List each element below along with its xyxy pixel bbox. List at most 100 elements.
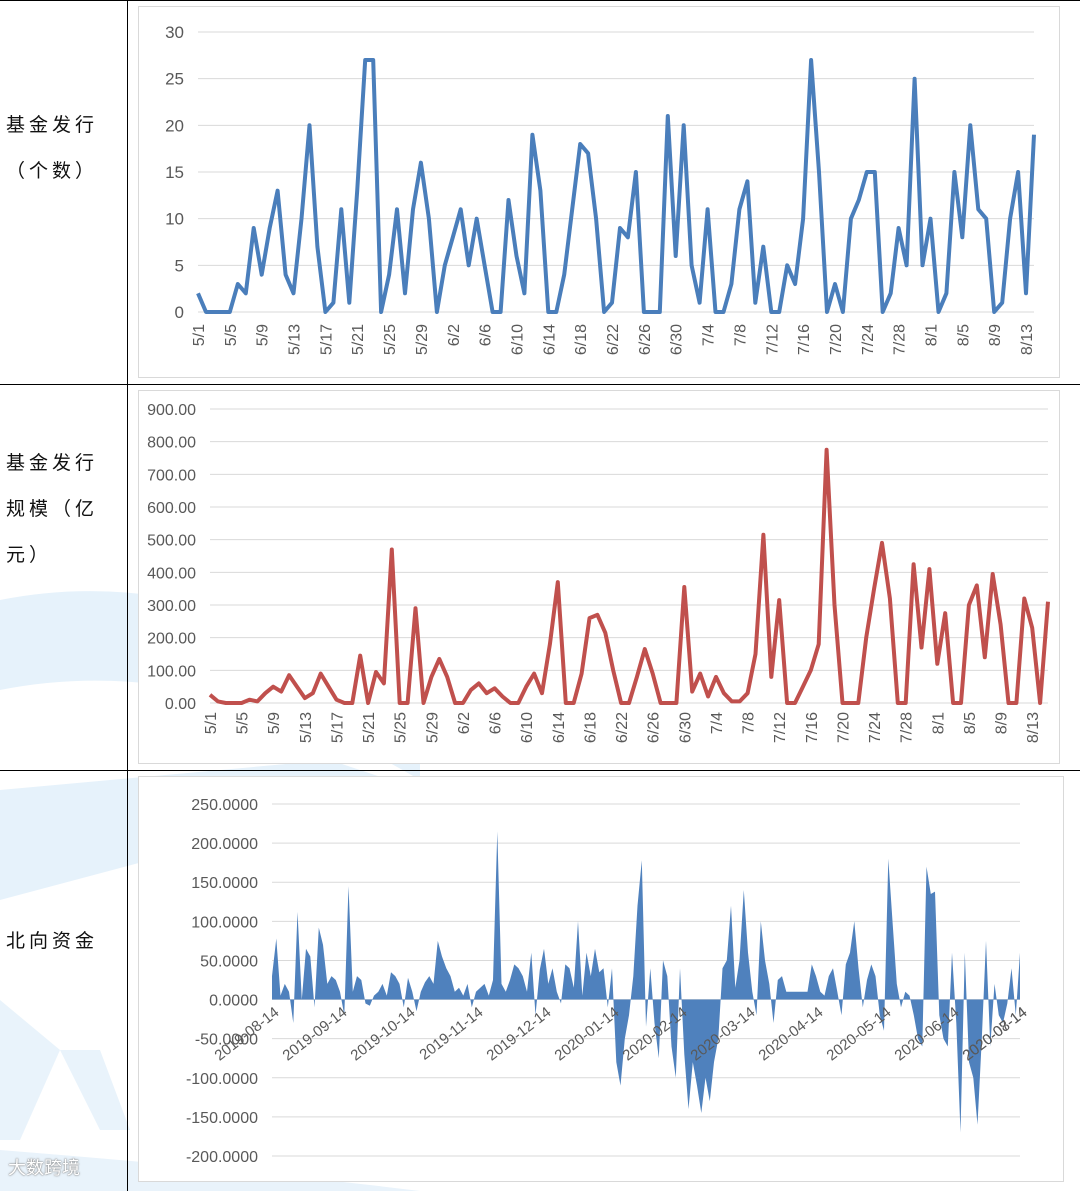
x-tick-label: 5/25: [382, 324, 399, 355]
x-tick-label: 7/24: [867, 712, 884, 743]
series-area: [272, 831, 1020, 1133]
x-tick-label: 5/17: [329, 712, 346, 743]
row-label-fund-scale: 基金发行 规模（亿 元）: [6, 440, 122, 578]
x-tick-label: 5/9: [266, 712, 283, 734]
table-row-divider-1: [0, 384, 1080, 385]
x-tick-label: 8/9: [994, 712, 1011, 734]
y-tick-label: 30: [165, 23, 184, 42]
x-tick-label: 5/5: [235, 712, 252, 734]
x-tick-label: 7/28: [899, 712, 916, 743]
watermark-shape-v: [60, 1050, 130, 1130]
x-tick-label: 8/1: [923, 324, 940, 346]
y-tick-label: 600.00: [147, 500, 196, 517]
y-tick-label: 100.00: [147, 663, 196, 680]
row-label-line: 规模（亿: [6, 498, 99, 520]
y-tick-label: 5: [175, 256, 184, 275]
x-tick-label: 8/5: [962, 712, 979, 734]
x-tick-label: 7/28: [892, 324, 909, 355]
x-tick-label: 5/13: [298, 712, 315, 743]
table-row-divider-2: [0, 770, 1080, 771]
x-tick-label: 6/10: [519, 712, 536, 743]
x-tick-label: 6/22: [614, 712, 631, 743]
x-tick-label: 5/29: [424, 712, 441, 743]
x-tick-label: 5/17: [318, 324, 335, 355]
chart-frame: [138, 390, 1060, 764]
table-border-top: [0, 0, 1080, 1]
x-tick-label: 7/24: [860, 324, 877, 355]
y-tick-label: 0: [175, 303, 184, 322]
x-tick-label: 5/1: [191, 324, 208, 346]
x-tick-label: 8/1: [930, 712, 947, 734]
y-tick-label: 300.00: [147, 598, 196, 615]
watermark-shape-a: [0, 1000, 60, 1140]
series-line: [196, 58, 1036, 314]
x-tick-label: 8/13: [1019, 324, 1036, 355]
x-tick-label: 7/4: [701, 324, 718, 346]
row-label-fund-count: 基金发行 （个数）: [6, 102, 122, 194]
x-tick-label: 6/30: [677, 712, 694, 743]
fund-count-chart: 0 5 10 15 20 25 30 5/1 5/5 5/9 5/13 5/17 5/21 5/25 5/2…: [138, 6, 1060, 378]
y-tick-label: 50.0000: [200, 953, 258, 970]
row-label-line: 北向资金: [6, 930, 99, 952]
x-tick-label: 6/26: [637, 324, 654, 355]
x-tick-label: 5/5: [223, 324, 240, 346]
x-tick-label: 6/18: [582, 712, 599, 743]
y-tick-label: 100.0000: [191, 914, 258, 931]
x-tick-label: 5/25: [393, 712, 410, 743]
y-tick-label: -150.0000: [186, 1110, 258, 1127]
y-tick-label: 900.00: [147, 402, 196, 419]
series-line: [208, 447, 1050, 705]
x-tick-label: 8/13: [1025, 712, 1042, 743]
x-tick-label: 6/10: [509, 324, 526, 355]
x-tick-label: 5/9: [255, 324, 272, 346]
y-tick-label: 20: [165, 116, 184, 135]
x-tick-label: 6/18: [573, 324, 590, 355]
x-tick-label: 7/8: [741, 712, 758, 734]
y-tick-label: 500.00: [147, 533, 196, 550]
x-tick-label: 5/21: [350, 324, 367, 355]
y-tick-label: 200.0000: [191, 836, 258, 853]
x-tick-label: 7/8: [732, 324, 749, 346]
y-tick-label: -100.0000: [186, 1071, 258, 1088]
x-tick-label: 5/13: [287, 324, 304, 355]
x-tick-label: 5/21: [361, 712, 378, 743]
x-tick-label: 6/6: [478, 324, 495, 346]
table-column-divider: [127, 0, 128, 1191]
y-tick-label: 800.00: [147, 435, 196, 452]
x-tick-label: 6/2: [446, 324, 463, 346]
x-tick-label: 6/26: [646, 712, 663, 743]
y-tick-label: 25: [165, 70, 184, 89]
watermark-text: 大数跨境: [8, 1158, 80, 1179]
y-tick-label: 10: [165, 210, 184, 229]
x-tick-label: 7/12: [772, 712, 789, 743]
row-label-northbound: 北向资金: [6, 918, 122, 964]
chart-frame: [138, 6, 1060, 378]
y-tick-label: 400.00: [147, 565, 196, 582]
y-tick-label: 0.0000: [209, 993, 258, 1010]
y-tick-label: 15: [165, 163, 184, 182]
x-tick-label: 6/2: [456, 712, 473, 734]
x-tick-label: 6/30: [669, 324, 686, 355]
fund-scale-chart: 0.00 100.00 200.00 300.00 400.00 500.00 600.00…: [138, 390, 1060, 764]
y-tick-label: 700.00: [147, 467, 196, 484]
y-tick-label: -50.0000: [195, 1032, 258, 1049]
row-label-line: 元）: [6, 544, 53, 566]
x-tick-label: 8/5: [955, 324, 972, 346]
row-label-line: 基金发行: [6, 452, 99, 474]
x-tick-label: 7/12: [764, 324, 781, 355]
x-tick-label: 7/4: [709, 712, 726, 734]
x-tick-label: 6/14: [541, 324, 558, 355]
y-tick-label: 0.00: [165, 696, 196, 713]
x-tick-label: 6/22: [605, 324, 622, 355]
x-tick-label: 8/9: [987, 324, 1004, 346]
x-tick-label: 7/20: [828, 324, 845, 355]
x-tick-label: 6/14: [551, 712, 568, 743]
x-tick-label: 5/29: [414, 324, 431, 355]
y-tick-label: 150.0000: [191, 875, 258, 892]
x-tick-label: 7/20: [835, 712, 852, 743]
x-tick-label: 7/16: [796, 324, 813, 355]
northbound-funds-chart: -200.0000 -150.0000 -100.0000 -50.0000 0.000…: [138, 776, 1064, 1182]
row-label-line: （个数）: [6, 160, 99, 182]
row-label-line: 基金发行: [6, 114, 99, 136]
x-tick-label: 5/1: [203, 712, 220, 734]
